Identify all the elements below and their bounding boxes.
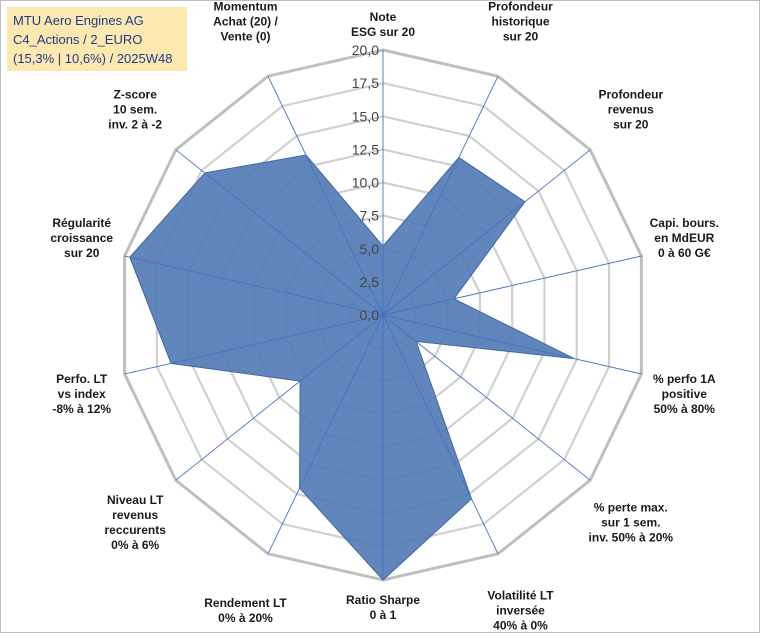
axis-label-11: Régularité croissance sur 20	[50, 216, 113, 260]
tick-label-0: 0,0	[360, 307, 380, 323]
tick-label-7: 17,5	[352, 75, 379, 91]
spoke-11	[124, 255, 384, 316]
axis-label-13: Momentum Achat (20) / Vente (0)	[213, 0, 278, 43]
radar-spokes	[124, 50, 642, 580]
spoke-3	[382, 255, 642, 316]
title-line-company: MTU Aero Engines AG	[13, 13, 144, 28]
spoke-8	[267, 314, 384, 554]
series-area	[129, 154, 575, 581]
radar-axis-labels: Note ESG sur 20 Profondeur historique sur 20…	[50, 0, 719, 633]
axis-label-10: Perfo. LT vs index -8% à 12%	[52, 372, 111, 416]
spoke-9	[175, 314, 384, 481]
axis-label-5: % perte max. sur 1 sem. inv. 50% à 20%	[589, 501, 674, 545]
chart-title-box: MTU Aero Engines AG C4_Actions / 2_EURO …	[7, 7, 187, 71]
axis-label-4: % perfo 1A positive 50% à 80%	[653, 372, 716, 416]
axis-label-3: Capi. bours. en MdEUR 0 à 60 G€	[650, 216, 719, 260]
radar-series-area	[129, 154, 575, 581]
axis-label-7: Ratio Sharpe 0 à 1	[346, 593, 420, 622]
radar-tick-labels: 0,0 2,5 5,0 7,5 10,0 12,5 15,0 17,5 20,0	[352, 42, 379, 323]
spoke-10	[124, 314, 384, 375]
axis-label-9: Niveau LT revenus reccurents 0% à 6%	[105, 493, 167, 552]
spoke-1	[382, 76, 499, 316]
spoke-6	[382, 314, 499, 554]
axis-label-12: Z-score 10 sem. inv. 2 à -2	[108, 87, 162, 131]
title-line-stats: (15,3% | 10,6%) / 2025W48	[13, 51, 173, 66]
title-line-portfolio: C4_Actions / 2_EURO	[13, 32, 143, 47]
tick-label-3: 7,5	[360, 208, 380, 224]
tick-label-2: 5,0	[360, 241, 380, 257]
spoke-4	[382, 314, 642, 375]
tick-label-4: 10,0	[352, 175, 379, 191]
spoke-13	[267, 76, 384, 316]
tick-label-6: 15,0	[352, 108, 379, 124]
spoke-5	[382, 314, 591, 481]
tick-label-8: 20,0	[352, 42, 379, 58]
axis-label-2: Profondeur revenus sur 20	[598, 87, 663, 131]
tick-label-5: 12,5	[352, 141, 379, 157]
axis-label-0: Note ESG sur 20	[351, 10, 415, 39]
axis-label-6: Volatilité LT inversée 40% à 0%	[487, 589, 554, 633]
axis-label-8: Rendement LT 0% à 20%	[204, 596, 287, 625]
tick-label-1: 2,5	[360, 274, 380, 290]
spoke-12	[175, 149, 384, 316]
axis-label-1: Profondeur historique sur 20	[488, 0, 553, 43]
spoke-2	[382, 149, 591, 316]
